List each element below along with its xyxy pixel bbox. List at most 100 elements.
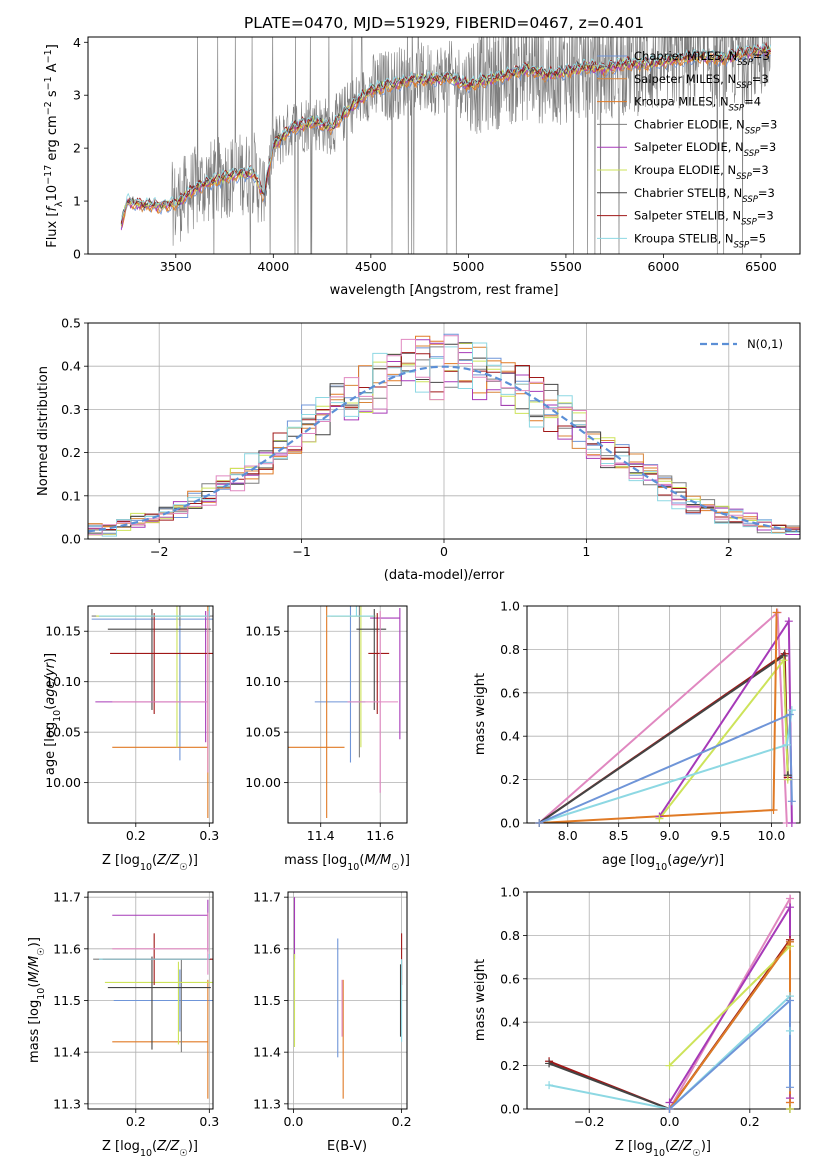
- weight_vs_age-panel: 8.0 8.5 9.0 9.5 10.0 0.0 0.2 0.4 0.6 0.8 1.0 age [l…: [473, 599, 801, 873]
- residuals-ylabel: Normed distribution: [36, 366, 51, 496]
- legend-entry: Chabrier ELODIE, NSSP=3: [634, 117, 777, 136]
- y-tick-label: 1.0: [500, 885, 520, 900]
- weight-marker: [785, 937, 794, 946]
- weight_vs_Z-xlabel: Z [log10(Z/Z☉)]: [615, 1139, 711, 1159]
- x-tick-label: 2: [725, 544, 733, 559]
- label-part: λ: [54, 201, 65, 207]
- weight_vs_Z-panel: −0.2 0.0 0.2 0.0 0.2 0.4 0.6 0.8 1.0 Z [log10(Z/Z…: [473, 885, 801, 1159]
- x-tick-label: 0.3: [199, 828, 219, 843]
- weight-marker: [785, 894, 794, 903]
- label-part: mass [log: [27, 1000, 42, 1063]
- weight-marker: [545, 1059, 554, 1068]
- label-part: Z/Z: [156, 853, 180, 868]
- label-part: (: [43, 705, 58, 710]
- weight_vs_age-xlabel: age [log10(age/yr)]: [602, 853, 724, 873]
- legend-text-end: =3: [759, 140, 776, 154]
- x-tick-label: 8.0: [558, 828, 578, 843]
- x-tick-label: 9.5: [711, 828, 731, 843]
- y-tick-label: 0.2: [61, 445, 81, 460]
- y-tick-label: 0.3: [61, 402, 81, 417]
- x-tick-label: 6000: [648, 259, 680, 274]
- label-part: Z [log: [615, 1139, 653, 1154]
- mass_vs_ebv-plot-area: [293, 897, 403, 1099]
- label-part: A: [45, 63, 60, 76]
- label-part: 10: [52, 710, 63, 722]
- legend-sub: SSP: [745, 126, 761, 136]
- legend-text: Chabrier ELODIE, N: [634, 117, 745, 131]
- x-tick-label: −2: [150, 544, 168, 559]
- age_vs_Z-frame: [87, 605, 214, 824]
- weight-marker: [787, 706, 796, 715]
- weight-marker: [785, 903, 794, 912]
- residuals-panel: −2 −1 0 1 2 0.0 0.1 0.2 0.3 0.4 0.5 (data-model)/er…: [36, 316, 801, 583]
- legend-sub: SSP: [734, 240, 750, 250]
- y-tick-label: 10.10: [245, 674, 281, 689]
- weight-marker: [779, 656, 788, 665]
- y-tick-label: 0.4: [500, 1015, 520, 1030]
- x-tick-label: −0.2: [574, 1114, 604, 1129]
- y-tick-label: 0.0: [500, 1102, 520, 1117]
- legend-sub: SSP: [742, 195, 758, 205]
- weight_vs_Z-frame: [526, 891, 801, 1110]
- y-tick-label: 10.05: [245, 725, 281, 740]
- weight-line: [538, 654, 789, 823]
- label-part: 10: [347, 862, 359, 873]
- weight-marker: [785, 710, 794, 719]
- legend-text: Salpeter STELIB, N: [634, 209, 741, 223]
- legend-text-end: =3: [757, 209, 774, 223]
- x-tick-label: 0.2: [126, 828, 146, 843]
- weight-marker: [535, 819, 544, 827]
- label-part: ☉: [179, 1148, 188, 1159]
- label-part: ☉: [36, 947, 47, 956]
- y-tick-label: 0.8: [500, 928, 520, 943]
- age_vs_mass-plot-area: [288, 606, 401, 818]
- legend-text: Salpeter ELODIE, N: [634, 140, 744, 154]
- y-tick-label: 2: [73, 141, 81, 156]
- label-part: Z [log: [102, 853, 140, 868]
- spectrum-plot-area: [120, 37, 772, 254]
- legend-text-end: =3: [760, 117, 777, 131]
- y-tick-label: 0.8: [500, 642, 520, 657]
- legend-text-end: =4: [744, 95, 761, 109]
- weight-marker: [655, 814, 664, 823]
- label-part: Flux [: [45, 212, 60, 248]
- legend-entry: Kroupa MILES, NSSP=4: [634, 95, 761, 114]
- legend-entry: Chabrier MILES, NSSP=3: [634, 49, 770, 68]
- label-part: )]: [43, 653, 58, 663]
- label-part: (: [359, 853, 364, 868]
- weight-marker: [545, 1081, 554, 1090]
- weight-marker: [665, 1061, 674, 1070]
- label-part: mass [log: [284, 853, 347, 868]
- legend-text: Kroupa STELIB, N: [634, 231, 734, 245]
- label-part: 10: [140, 862, 152, 873]
- y-tick-label: 11.7: [253, 890, 281, 905]
- y-tick-label: 0: [73, 247, 81, 262]
- legend-text: Salpeter MILES, N: [634, 72, 736, 86]
- y-tick-label: 0.1: [61, 488, 81, 503]
- y-tick-label: 0.2: [500, 1058, 520, 1073]
- legend-entry: Chabrier STELIB, NSSP=3: [634, 186, 775, 205]
- x-tick-label: 9.0: [660, 828, 680, 843]
- x-tick-label: 0.3: [199, 1114, 219, 1129]
- x-tick-label: 8.5: [609, 828, 629, 843]
- legend-entry: Salpeter STELIB, NSSP=3: [634, 209, 774, 228]
- weight-marker: [782, 740, 791, 749]
- x-tick-label: 11.4: [307, 828, 335, 843]
- y-tick-label: 0.4: [500, 729, 520, 744]
- weight-marker: [787, 819, 796, 827]
- age_vs_Z-plot-area: [91, 606, 213, 818]
- label-part: (: [152, 853, 157, 868]
- legend-text-end: =3: [752, 163, 769, 177]
- legend-text-end: =3: [753, 49, 770, 63]
- weight-marker: [769, 805, 778, 814]
- x-tick-label: 6500: [745, 259, 777, 274]
- legend-entry: Kroupa STELIB, NSSP=5: [634, 231, 766, 250]
- legend-sub: SSP: [729, 104, 745, 114]
- x-tick-label: 4500: [355, 259, 387, 274]
- y-tick-label: 10.00: [245, 775, 281, 790]
- label-part: erg cm: [45, 115, 60, 164]
- weight-marker: [785, 1098, 794, 1107]
- weight-marker: [784, 617, 793, 626]
